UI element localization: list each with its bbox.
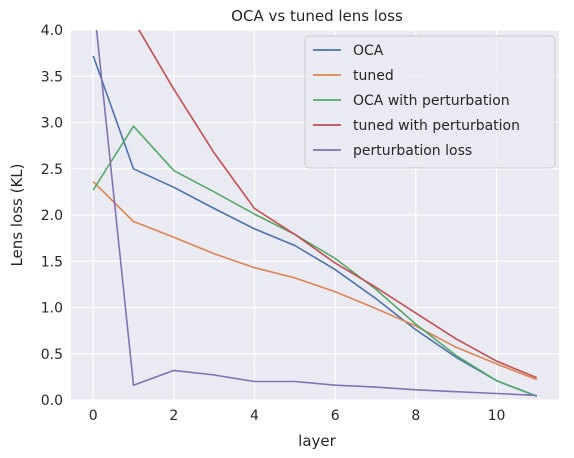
series-layer (92, 30, 538, 398)
y-axis-ticks: 0.0 0.5 1.0 1.5 2.0 2.5 3.0 3.5 4.0 (41, 23, 63, 409)
y-tick-label: 4.0 (41, 23, 63, 39)
legend: OCA tuned OCA with perturbation tuned with … (304, 35, 556, 169)
series-line-tuned (92, 181, 538, 381)
series-line-oca-with-perturbation (92, 125, 538, 398)
legend-box (304, 35, 556, 169)
x-tick-label: 8 (411, 408, 420, 424)
legend-entry-label: OCA (353, 43, 384, 59)
series-line-tuned-with-perturbation (137, 30, 538, 379)
x-axis-ticks: 0 2 4 6 8 10 (89, 408, 506, 424)
series-line-perturbation-loss (95, 30, 537, 397)
x-axis-label: layer (298, 432, 336, 450)
series-line-oca (92, 55, 538, 398)
x-tick-label: 2 (169, 408, 178, 424)
x-tick-label: 10 (488, 408, 506, 424)
legend-entry-label: perturbation loss (353, 143, 472, 159)
y-tick-label: 3.0 (41, 116, 63, 132)
y-tick-label: 2.5 (41, 162, 63, 178)
legend-entry-label: tuned (353, 68, 394, 84)
x-tick-label: 0 (89, 408, 98, 424)
y-tick-label: 0.0 (41, 393, 63, 409)
y-tick-label: 1.0 (41, 301, 63, 317)
x-tick-label: 4 (250, 408, 259, 424)
chart-title: OCA vs tuned lens loss (231, 7, 403, 25)
y-tick-label: 1.5 (41, 254, 63, 270)
legend-entry-label: tuned with perturbation (353, 118, 520, 134)
y-tick-label: 3.5 (41, 69, 63, 85)
legend-entry-label: OCA with perturbation (353, 93, 510, 109)
y-tick-label: 0.5 (41, 347, 63, 363)
y-axis-label: Lens loss (KL) (8, 163, 26, 266)
y-tick-label: 2.0 (41, 208, 63, 224)
x-tick-label: 6 (331, 408, 340, 424)
